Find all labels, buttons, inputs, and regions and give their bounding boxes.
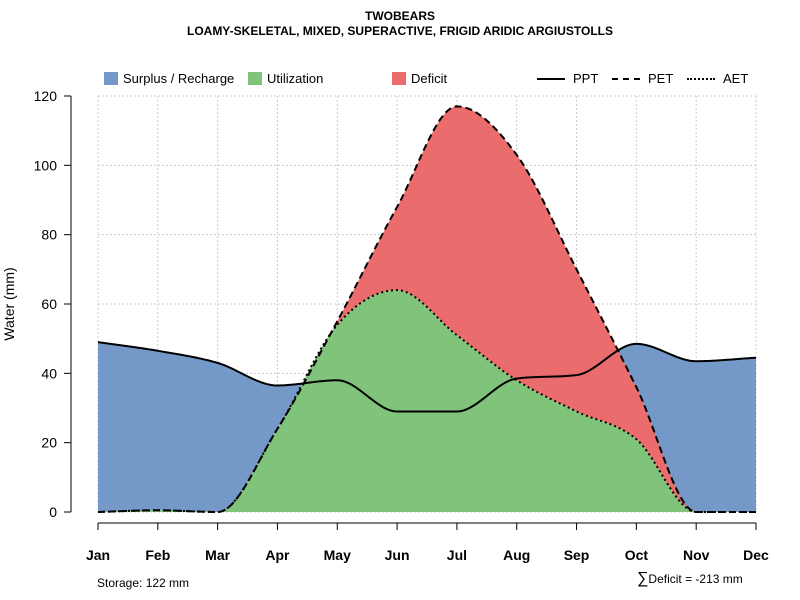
deficit-note-text: Deficit = -213 mm — [648, 572, 743, 586]
sum-icon: ∑ — [637, 570, 649, 587]
x-tick-label: Sep — [564, 547, 590, 563]
chart-title: TWOBEARS — [365, 9, 435, 23]
legend-label-pet: PET — [648, 71, 674, 86]
y-axis-title: Water (mm) — [1, 267, 17, 340]
legend-label-ppt: PPT — [573, 71, 599, 86]
legend-item-pet: PET — [612, 71, 673, 86]
legend-line-ppt — [537, 77, 565, 80]
series-line-ppt — [97, 341, 757, 413]
series-line-aet — [97, 289, 756, 513]
legend-item-deficit: Deficit — [392, 71, 447, 86]
x-tick-label: Aug — [503, 547, 530, 563]
x-tick-label: Jul — [447, 547, 467, 563]
legend-swatch-deficit — [392, 72, 406, 85]
legend-line-aet — [687, 77, 715, 80]
y-tick-label: 40 — [41, 365, 57, 381]
y-tick-label: 20 — [41, 435, 57, 451]
deficit-area — [98, 106, 756, 513]
y-tick-label: 100 — [34, 157, 58, 173]
x-tick-label: Jun — [385, 547, 410, 563]
legend-label-surplus: Surplus / Recharge — [123, 71, 235, 86]
chart-subtitle: LOAMY-SKELETAL, MIXED, SUPERACTIVE, FRIG… — [186, 24, 614, 38]
y-tick-label: 120 — [34, 88, 58, 104]
legend-line-pet — [612, 77, 640, 80]
x-tick-label: Oct — [625, 547, 649, 563]
x-tick-label: Mar — [205, 547, 230, 563]
x-tick-label: May — [324, 547, 351, 563]
x-tick-label: Apr — [265, 547, 290, 563]
x-tick-label: Nov — [683, 547, 710, 563]
x-tick-label: Dec — [743, 547, 769, 563]
legend-label-aet: AET — [723, 71, 749, 86]
deficit-note: ∑Deficit = -213 mm — [637, 570, 743, 588]
legend-swatch-surplus — [104, 72, 118, 85]
legend-item-ppt: PPT — [537, 71, 598, 86]
series-line-pet — [97, 105, 756, 513]
y-tick-label: 80 — [41, 227, 57, 243]
legend-item-utilization: Utilization — [248, 71, 323, 86]
x-tick-label: Feb — [145, 547, 170, 563]
legend-swatch-utilization — [248, 72, 262, 85]
legend-item-surplus: Surplus / Recharge — [104, 71, 234, 86]
y-tick-label: 0 — [49, 504, 57, 520]
x-tick-label: Jan — [86, 547, 110, 563]
storage-note: Storage: 122 mm — [97, 576, 190, 590]
legend-item-aet: AET — [687, 71, 748, 86]
legend-label-deficit: Deficit — [411, 71, 448, 86]
y-tick-label: 60 — [41, 296, 57, 312]
legend-label-utilization: Utilization — [267, 71, 324, 86]
